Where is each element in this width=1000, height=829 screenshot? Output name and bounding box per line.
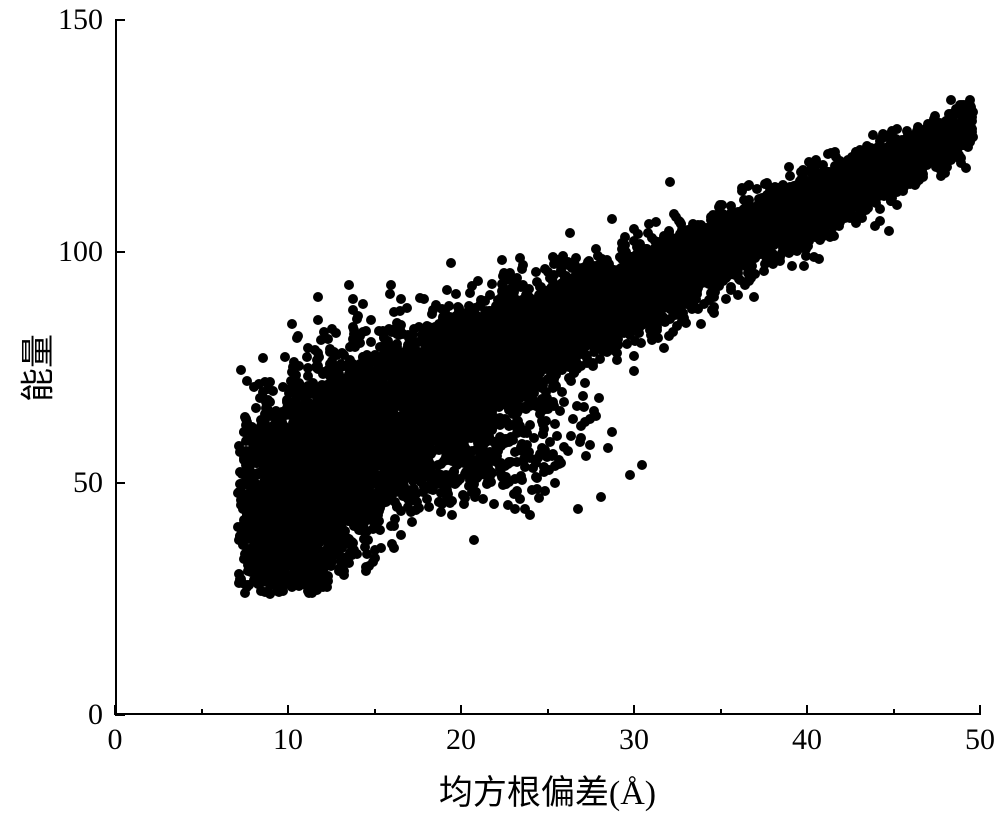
scatter-point bbox=[322, 430, 332, 440]
scatter-point bbox=[374, 516, 384, 526]
scatter-point bbox=[329, 386, 339, 396]
scatter-point bbox=[451, 289, 461, 299]
scatter-point bbox=[531, 267, 541, 277]
scatter-point bbox=[465, 398, 475, 408]
scatter-point bbox=[365, 487, 375, 497]
scatter-point bbox=[344, 280, 354, 290]
scatter-point bbox=[327, 324, 337, 334]
scatter-point bbox=[426, 327, 436, 337]
scatter-point bbox=[354, 379, 364, 389]
scatter-point bbox=[406, 332, 416, 342]
scatter-point bbox=[297, 410, 307, 420]
scatter-point bbox=[287, 410, 297, 420]
scatter-point bbox=[473, 276, 483, 286]
scatter-point bbox=[291, 461, 301, 471]
scatter-point bbox=[308, 378, 318, 388]
scatter-point bbox=[565, 228, 575, 238]
scatter-point bbox=[295, 380, 305, 390]
scatter-point bbox=[339, 350, 349, 360]
plot-area bbox=[115, 20, 980, 715]
scatter-point bbox=[238, 480, 248, 490]
scatter-point bbox=[295, 440, 305, 450]
scatter-point bbox=[236, 446, 246, 456]
scatter-point bbox=[303, 462, 313, 472]
scatter-point bbox=[348, 294, 358, 304]
scatter-point bbox=[308, 414, 318, 424]
scatter-point bbox=[318, 369, 328, 379]
scatter-point bbox=[259, 470, 269, 480]
scatter-point bbox=[665, 177, 675, 187]
scatter-point bbox=[278, 382, 288, 392]
scatter-point bbox=[487, 279, 497, 289]
scatter-figure: 01020304050050100150 均方根偏差(Å) 能量 bbox=[0, 0, 1000, 829]
scatter-point bbox=[249, 448, 259, 458]
scatter-point bbox=[238, 497, 248, 507]
scatter-point bbox=[361, 326, 371, 336]
scatter-point bbox=[316, 335, 326, 345]
scatter-point bbox=[497, 255, 507, 265]
scatter-point bbox=[394, 330, 404, 340]
scatter-point bbox=[385, 289, 395, 299]
scatter-point bbox=[251, 428, 261, 438]
scatter-point bbox=[363, 507, 373, 517]
scatter-point bbox=[257, 459, 267, 469]
scatter-point bbox=[246, 471, 256, 481]
scatter-point bbox=[505, 275, 515, 285]
scatter-point bbox=[249, 482, 259, 492]
scatter-point bbox=[328, 463, 338, 473]
scatter-point bbox=[352, 362, 362, 372]
scatter-point bbox=[313, 292, 323, 302]
scatter-point bbox=[271, 411, 281, 421]
scatter-point bbox=[419, 294, 429, 304]
scatter-point bbox=[338, 414, 348, 424]
scatter-point bbox=[280, 352, 290, 362]
scatter-point bbox=[580, 378, 590, 388]
scatter-point bbox=[376, 543, 386, 553]
scatter-point bbox=[282, 397, 292, 407]
scatter-point bbox=[358, 299, 368, 309]
scatter-point bbox=[342, 403, 352, 413]
scatter-point bbox=[250, 508, 260, 518]
scatter-point bbox=[379, 332, 389, 342]
scatter-point bbox=[594, 393, 604, 403]
scatter-point bbox=[396, 530, 406, 540]
scatter-point bbox=[402, 303, 412, 313]
scatter-point bbox=[427, 309, 437, 319]
scatter-point bbox=[304, 398, 314, 408]
scatter-point bbox=[366, 315, 376, 325]
scatter-point bbox=[287, 319, 297, 329]
scatter-point bbox=[236, 365, 246, 375]
scatter-point bbox=[293, 331, 303, 341]
scatter-point bbox=[327, 403, 337, 413]
scatter-point bbox=[273, 442, 283, 452]
scatter-point bbox=[407, 517, 417, 527]
scatter-point bbox=[442, 285, 452, 295]
scatter-point bbox=[314, 473, 324, 483]
scatter-point bbox=[288, 473, 298, 483]
scatter-point bbox=[444, 301, 454, 311]
scatter-point bbox=[258, 353, 268, 363]
scatter-point bbox=[318, 449, 328, 459]
scatter-point bbox=[329, 347, 339, 357]
scatter-point bbox=[336, 489, 346, 499]
scatter-point bbox=[241, 460, 251, 470]
scatter-point bbox=[349, 329, 359, 339]
scatter-point bbox=[254, 379, 264, 389]
scatter-point bbox=[263, 398, 273, 408]
scatter-point bbox=[365, 352, 375, 362]
scatter-point bbox=[378, 392, 388, 402]
scatter-point bbox=[288, 362, 298, 372]
scatter-point bbox=[313, 315, 323, 325]
scatter-point bbox=[431, 300, 441, 310]
scatter-point bbox=[286, 426, 296, 436]
scatter-point bbox=[363, 535, 373, 545]
scatter-point bbox=[387, 539, 397, 549]
scatter-point bbox=[267, 461, 277, 471]
scatter-point bbox=[256, 415, 266, 425]
scatter-point bbox=[303, 343, 313, 353]
scatter-point bbox=[331, 365, 341, 375]
